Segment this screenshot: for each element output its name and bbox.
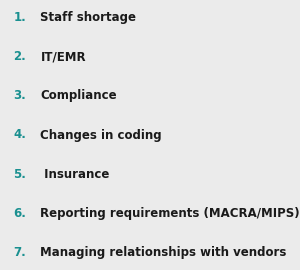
Bar [0, 117, 300, 153]
Bar [0, 195, 300, 231]
Text: 1.: 1. [14, 11, 26, 24]
Text: Managing relationships with vendors: Managing relationships with vendors [40, 246, 287, 259]
Text: Insurance: Insurance [40, 167, 110, 181]
Bar [0, 78, 300, 114]
Text: Compliance: Compliance [40, 89, 117, 103]
Bar [0, 39, 300, 75]
Text: 6.: 6. [14, 207, 26, 220]
Text: 5.: 5. [14, 167, 26, 181]
Text: 7.: 7. [14, 246, 26, 259]
Text: Changes in coding: Changes in coding [40, 129, 162, 141]
Bar [0, 156, 300, 192]
Text: 3.: 3. [14, 89, 26, 103]
Text: IT/EMR: IT/EMR [40, 50, 86, 63]
Text: 2.: 2. [14, 50, 26, 63]
Text: Reporting requirements (MACRA/MIPS): Reporting requirements (MACRA/MIPS) [40, 207, 300, 220]
Text: 4.: 4. [14, 129, 26, 141]
Bar [0, 234, 300, 270]
Bar [0, 0, 300, 36]
Text: Staff shortage: Staff shortage [40, 11, 136, 24]
